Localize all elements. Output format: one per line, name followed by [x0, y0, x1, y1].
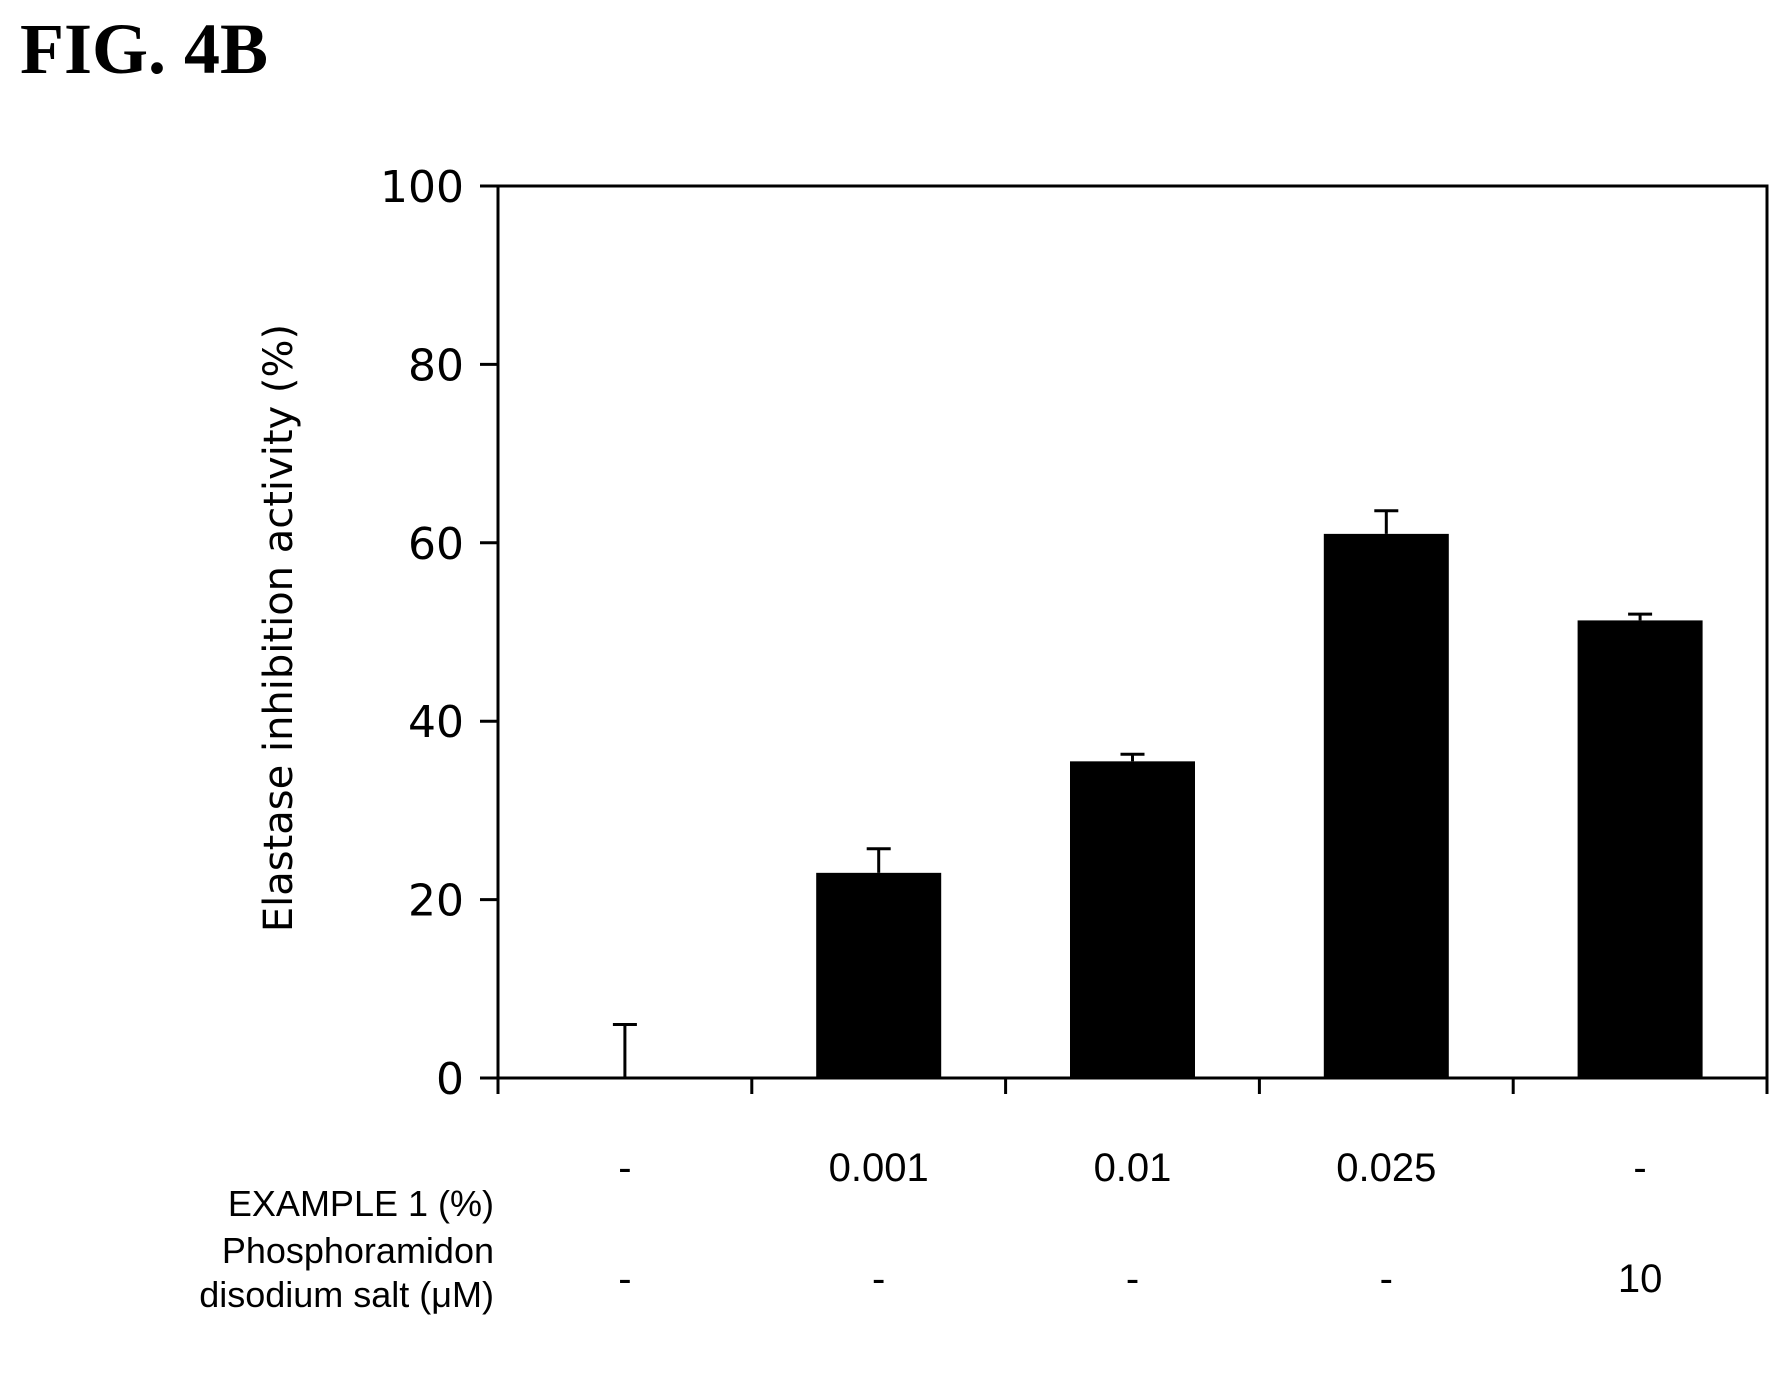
condition-cell: - — [1379, 1257, 1393, 1301]
condition-cell: - — [1633, 1146, 1647, 1190]
condition-cell: 0.01 — [1093, 1146, 1172, 1190]
y-tick-label: 40 — [408, 697, 464, 748]
y-tick-label: 80 — [408, 340, 464, 391]
x-axis — [496, 1078, 1769, 1094]
condition-cell: - — [618, 1146, 632, 1190]
condition-cell: - — [1125, 1257, 1140, 1301]
condition-row-label-line: EXAMPLE 1 (%) — [227, 1183, 494, 1224]
bar — [1323, 533, 1449, 1078]
condition-row-label-line: disodium salt (μM) — [199, 1274, 494, 1315]
condition-row-label: Phosphoramidon disodium salt (μM) — [199, 1229, 494, 1317]
y-tick-label: 0 — [436, 1054, 464, 1105]
error-bars — [612, 509, 1653, 1078]
bar-series — [816, 533, 1703, 1078]
condition-cell: 0.001 — [828, 1146, 929, 1190]
condition-row-label: EXAMPLE 1 (%) — [228, 1182, 494, 1226]
bar — [1577, 620, 1703, 1078]
condition-cell: 0.025 — [1336, 1146, 1437, 1190]
figure-label: FIG. 4B — [20, 9, 269, 89]
condition-cell: - — [618, 1257, 632, 1301]
y-axis: 0 20 40 60 80 100 — [380, 162, 498, 1105]
condition-cell: - — [872, 1257, 886, 1301]
condition-row-label-line: Phosphoramidon — [221, 1230, 494, 1271]
condition-cell: 10 — [1617, 1257, 1663, 1301]
bar — [816, 872, 942, 1078]
y-tick-label: 100 — [380, 162, 464, 213]
y-tick-label: 60 — [408, 519, 464, 570]
y-axis-label: Elastase inhibition activity (%) — [256, 324, 302, 932]
y-tick-label: 20 — [408, 876, 464, 927]
bar — [1070, 761, 1195, 1078]
